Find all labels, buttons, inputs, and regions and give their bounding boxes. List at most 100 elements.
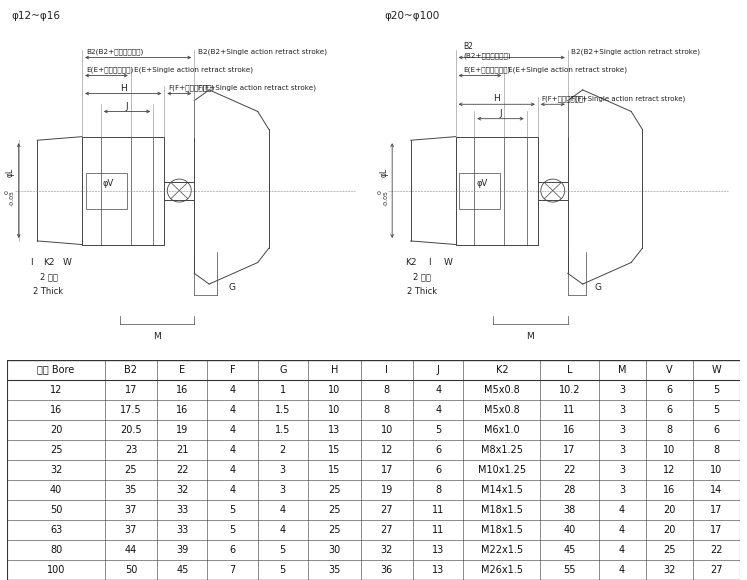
Text: G: G: [228, 283, 235, 292]
Text: 37: 37: [125, 525, 137, 535]
Text: 3: 3: [619, 425, 625, 435]
Text: K2: K2: [43, 258, 55, 267]
Text: 25: 25: [663, 545, 675, 555]
Text: F(F+Single action retract stroke): F(F+Single action retract stroke): [198, 85, 316, 92]
Text: 22: 22: [176, 465, 189, 475]
Text: W: W: [444, 258, 453, 267]
Text: 6: 6: [436, 465, 441, 475]
Text: 25: 25: [328, 485, 341, 495]
Text: 16: 16: [176, 385, 188, 394]
Text: 37: 37: [125, 505, 137, 515]
Text: 32: 32: [50, 465, 62, 475]
Text: 4: 4: [229, 465, 235, 475]
Text: 4: 4: [619, 525, 625, 535]
Text: 0
-0.05: 0 -0.05: [378, 190, 388, 206]
Text: 20.5: 20.5: [120, 425, 142, 435]
Text: 16: 16: [663, 485, 675, 495]
Text: 25: 25: [328, 525, 341, 535]
Text: M8x1.25: M8x1.25: [481, 445, 523, 455]
Text: 27: 27: [381, 505, 393, 515]
Text: M5x0.8: M5x0.8: [484, 385, 520, 394]
Text: E(E+Single action retract stroke): E(E+Single action retract stroke): [508, 67, 627, 74]
Text: W: W: [63, 258, 72, 267]
Text: 5: 5: [436, 425, 441, 435]
Text: φL: φL: [379, 168, 388, 177]
Text: B2: B2: [463, 42, 473, 51]
Text: 45: 45: [176, 565, 188, 575]
Text: 25: 25: [125, 465, 137, 475]
Text: M10x1.25: M10x1.25: [478, 465, 526, 475]
Text: 2 面岛: 2 面岛: [413, 273, 431, 281]
Text: 6: 6: [229, 545, 235, 555]
Text: H: H: [120, 84, 127, 93]
Text: 11: 11: [433, 525, 444, 535]
Text: 28: 28: [563, 485, 576, 495]
Text: 12: 12: [381, 445, 393, 455]
Text: I: I: [428, 258, 431, 267]
Text: 22: 22: [710, 545, 722, 555]
Text: B2(B2+Single action retract stroke): B2(B2+Single action retract stroke): [198, 49, 327, 56]
Text: 38: 38: [563, 505, 576, 515]
Text: L: L: [567, 365, 572, 375]
Text: M26x1.5: M26x1.5: [481, 565, 523, 575]
Text: 2 Thick: 2 Thick: [34, 287, 63, 296]
Text: F(F+Single action retract stroke): F(F+Single action retract stroke): [571, 96, 686, 102]
Text: 3: 3: [279, 465, 286, 475]
Text: 16: 16: [563, 425, 576, 435]
Text: 27: 27: [710, 565, 722, 575]
Text: K2: K2: [405, 258, 417, 267]
Text: 30: 30: [328, 545, 341, 555]
Text: 3: 3: [619, 445, 625, 455]
Text: 4: 4: [436, 405, 441, 415]
Text: 4: 4: [229, 405, 235, 415]
Text: 35: 35: [125, 485, 137, 495]
Text: 10: 10: [663, 445, 675, 455]
Text: 19: 19: [176, 425, 188, 435]
Text: 27: 27: [381, 525, 393, 535]
Bar: [86, 173, 127, 209]
Text: 3: 3: [619, 465, 625, 475]
Text: 4: 4: [619, 505, 625, 515]
Text: M6x1.0: M6x1.0: [484, 425, 520, 435]
Text: 55: 55: [563, 565, 576, 575]
Text: 4: 4: [279, 525, 286, 535]
Text: 100: 100: [47, 565, 65, 575]
Text: 36: 36: [381, 565, 393, 575]
Text: 32: 32: [176, 485, 188, 495]
Text: 缸径 Bore: 缸径 Bore: [37, 365, 75, 375]
Text: J: J: [125, 102, 128, 111]
Text: G: G: [279, 365, 287, 375]
Text: 4: 4: [279, 505, 286, 515]
Text: J: J: [499, 109, 502, 118]
Text: 17.5: 17.5: [120, 405, 142, 415]
Text: 8: 8: [384, 405, 390, 415]
Text: 10: 10: [710, 465, 722, 475]
Text: 5: 5: [713, 405, 719, 415]
Text: 5: 5: [229, 505, 236, 515]
Text: 3: 3: [619, 405, 625, 415]
Text: 5: 5: [229, 525, 236, 535]
Text: 15: 15: [328, 465, 341, 475]
Text: 4: 4: [619, 545, 625, 555]
Text: φV: φV: [476, 179, 488, 188]
Text: 3: 3: [619, 385, 625, 394]
Text: F(F+单动常出行程): F(F+单动常出行程): [168, 85, 214, 92]
Text: 19: 19: [381, 485, 393, 495]
Text: 80: 80: [50, 545, 62, 555]
Text: E: E: [179, 365, 185, 375]
Text: φV: φV: [102, 179, 114, 188]
Text: 16: 16: [50, 405, 62, 415]
Text: 4: 4: [229, 485, 235, 495]
Text: 22: 22: [563, 465, 576, 475]
Text: 8: 8: [713, 445, 719, 455]
Text: J: J: [437, 365, 440, 375]
Text: 12: 12: [50, 385, 62, 394]
Text: φ12~φ16: φ12~φ16: [11, 11, 61, 21]
Text: 2 Thick: 2 Thick: [407, 287, 437, 296]
Text: 15: 15: [328, 445, 341, 455]
Text: 13: 13: [328, 425, 341, 435]
Text: 8: 8: [384, 385, 390, 394]
Text: I: I: [385, 365, 388, 375]
Text: 10: 10: [381, 425, 393, 435]
Text: 40: 40: [50, 485, 62, 495]
